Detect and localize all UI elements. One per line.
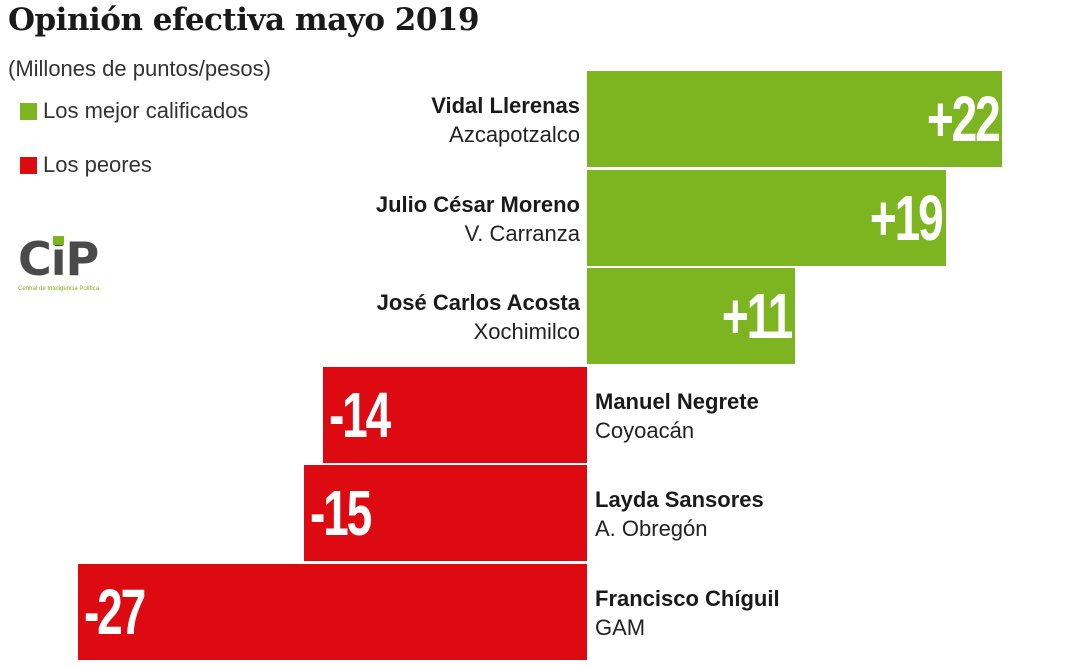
category-label: Julio César Moreno V. Carranza bbox=[376, 190, 580, 248]
bar-negative: -14 bbox=[322, 366, 587, 463]
category-label: Francisco Chíguil GAM bbox=[595, 584, 780, 642]
category-label: Vidal Llerenas Azcapotzalco bbox=[431, 91, 580, 149]
region-name: Coyoacán bbox=[595, 417, 695, 443]
region-name: V. Carranza bbox=[464, 220, 580, 246]
person-name: Julio César Moreno bbox=[375, 191, 580, 217]
region-name: Xochimilco bbox=[473, 319, 580, 344]
region-name: A. Obregón bbox=[595, 516, 708, 541]
category-label: José Carlos Acosta Xochimilco bbox=[377, 288, 580, 346]
bar-positive: +11 bbox=[587, 268, 795, 364]
logo-text: Ci P bbox=[18, 232, 99, 286]
person-name: Francisco Chíguil bbox=[595, 585, 780, 611]
person-name: Vidal Llerenas bbox=[431, 93, 580, 118]
region-name: Azcapotzalco bbox=[449, 122, 580, 147]
data-label: -27 bbox=[83, 575, 146, 648]
person-name: Layda Sansores bbox=[595, 487, 764, 512]
legend-swatch-red bbox=[20, 156, 37, 174]
region-name: GAM bbox=[595, 614, 646, 640]
legend-label: Los mejor calificados bbox=[43, 98, 249, 123]
chart-subtitle: (Millones de puntos/pesos) bbox=[8, 56, 271, 81]
bar-negative: -15 bbox=[303, 465, 587, 561]
cip-logo: Ci P Central de Inteligencia Política bbox=[18, 236, 128, 298]
legend-item-best: Los mejor calificados bbox=[20, 98, 248, 124]
bar-negative: -27 bbox=[77, 563, 587, 660]
bar-positive: +22 bbox=[587, 71, 1003, 167]
data-label: +11 bbox=[721, 280, 792, 352]
person-name: Manuel Negrete bbox=[595, 388, 759, 414]
category-label: Layda Sansores A. Obregón bbox=[595, 485, 764, 543]
data-label: -15 bbox=[309, 477, 372, 549]
bar-positive: +19 bbox=[587, 169, 946, 266]
legend-swatch-green bbox=[20, 102, 37, 120]
data-label: +19 bbox=[869, 181, 944, 254]
data-label: -14 bbox=[328, 378, 391, 451]
person-name: José Carlos Acosta bbox=[376, 290, 580, 315]
legend-item-worst: Los peores bbox=[20, 152, 152, 178]
logo-tagline: Central de Inteligencia Política bbox=[18, 286, 100, 292]
data-label: +22 bbox=[926, 83, 1000, 155]
chart-title: Opinión efectiva mayo 2019 bbox=[8, 2, 480, 38]
legend-label: Los peores bbox=[43, 152, 152, 177]
category-label: Manuel Negrete Coyoacán bbox=[595, 387, 759, 445]
